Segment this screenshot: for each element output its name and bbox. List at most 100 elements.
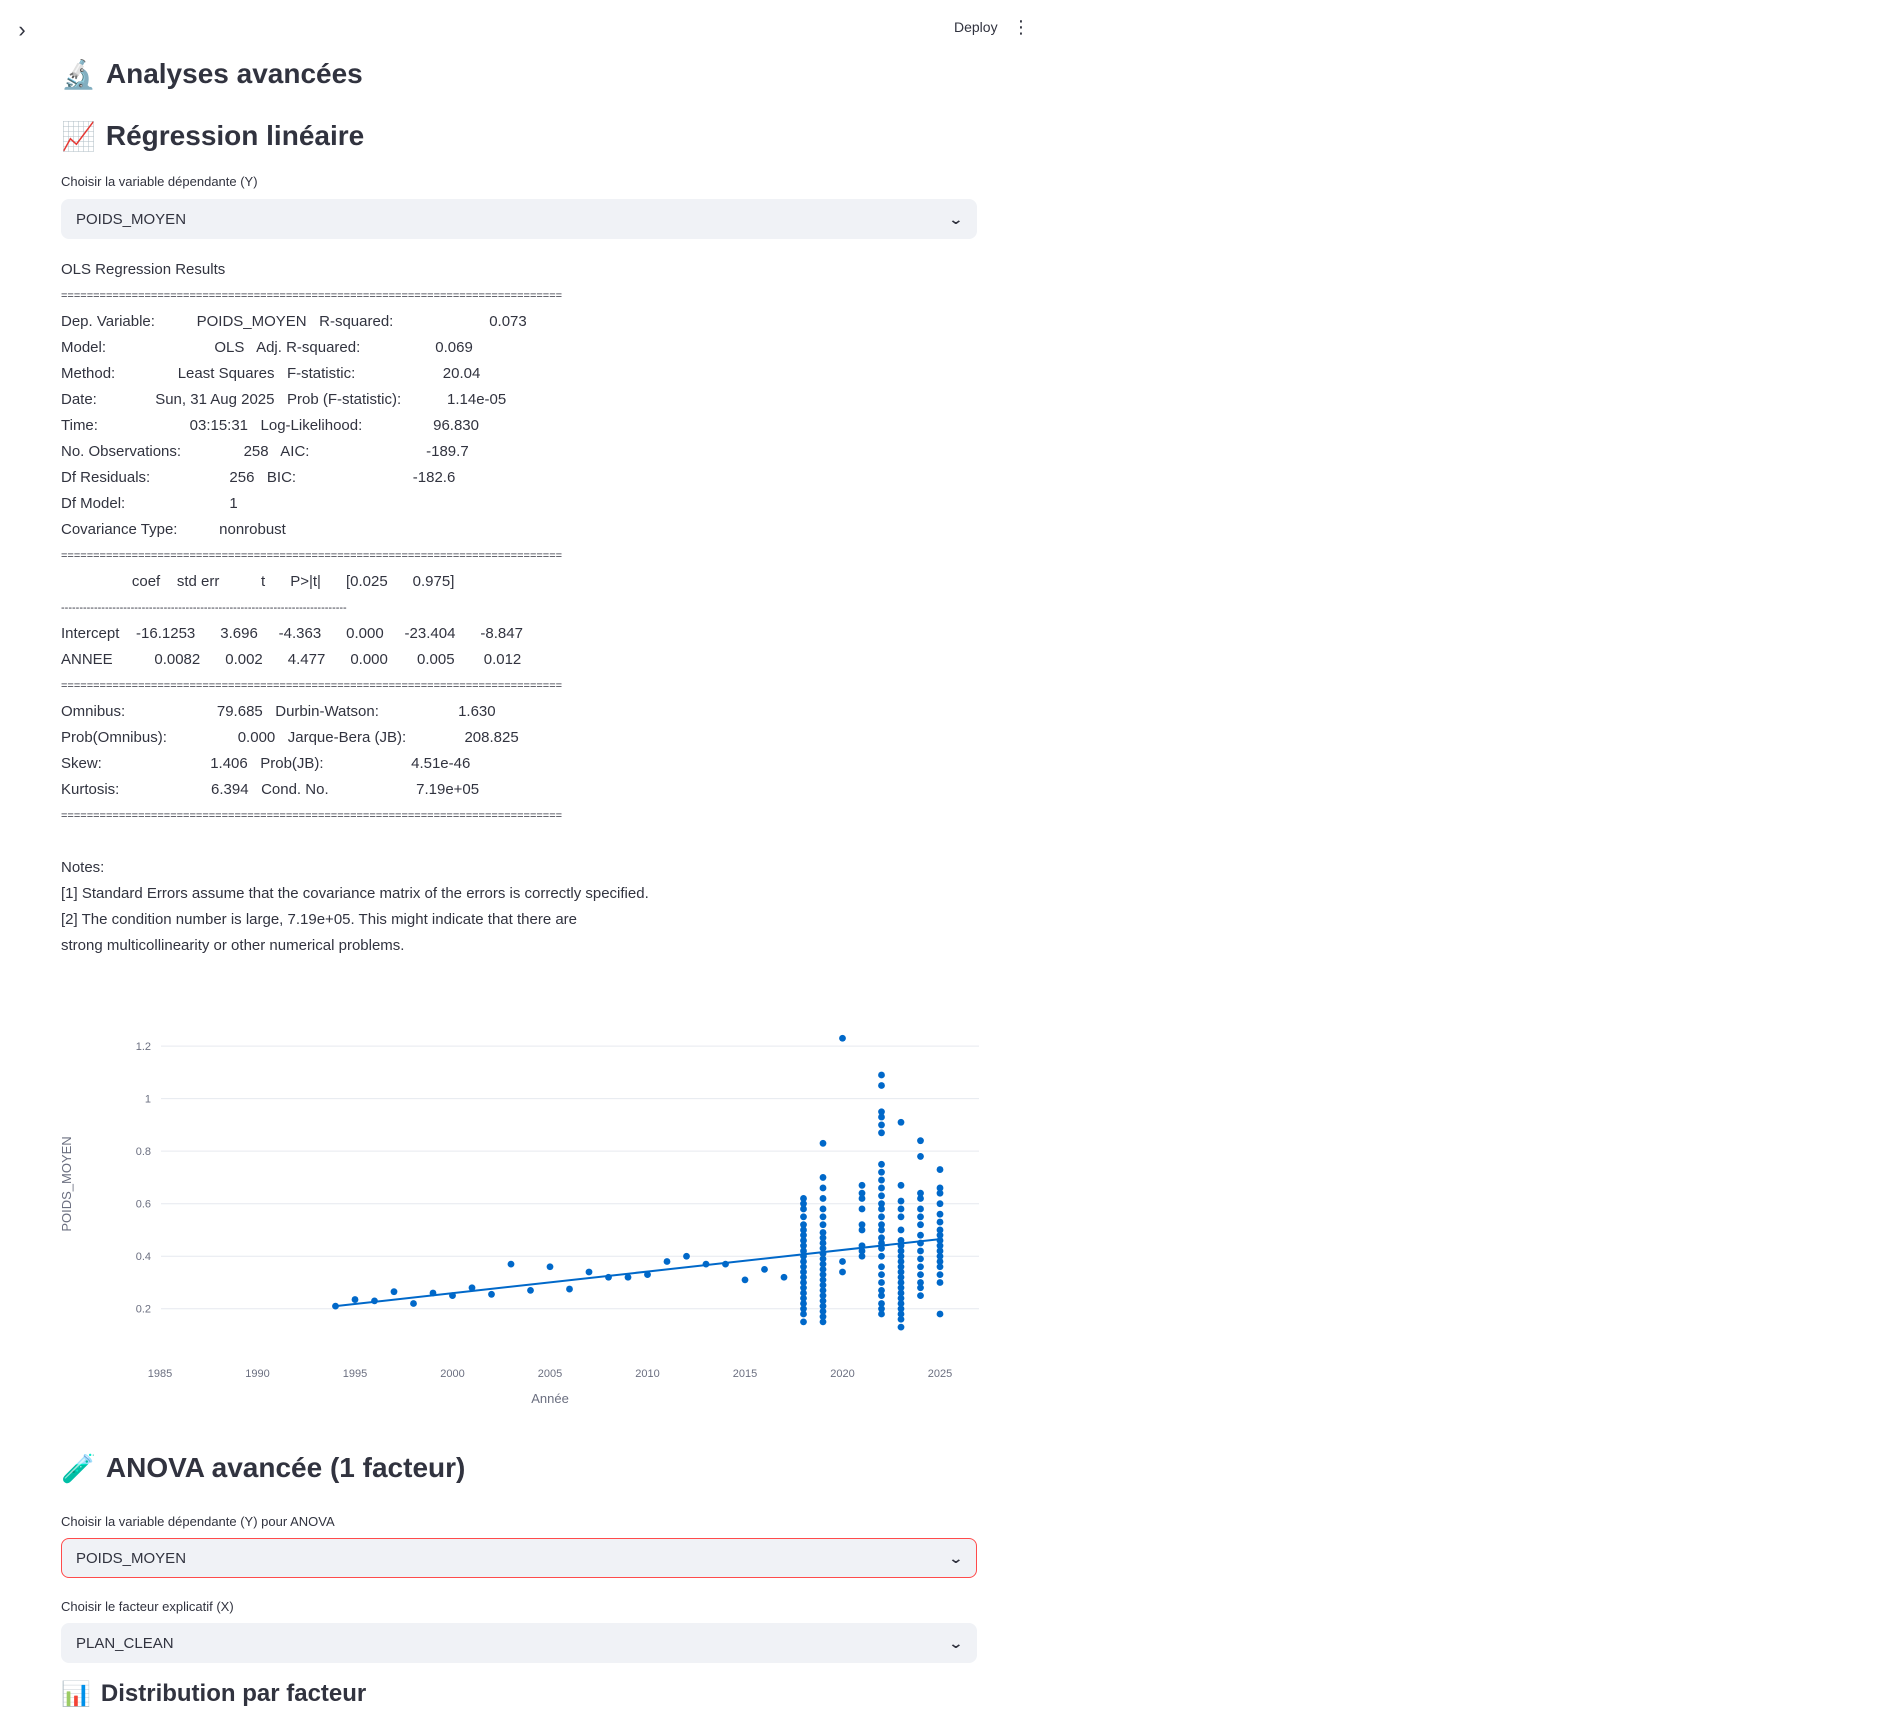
ols-line: Notes: [61, 859, 105, 876]
regression-heading: 📈 Régression linéaire [61, 116, 364, 156]
top-bar: › Deploy ⋮ [0, 0, 1892, 60]
ols-line: Model: OLS Adj. R-squared: 0.069 [61, 339, 473, 356]
data-point [819, 1244, 827, 1252]
chevron-down-icon: ⌄ [948, 210, 964, 227]
data-point [819, 1281, 827, 1289]
data-point [936, 1279, 944, 1286]
ols-line: ----------------------------------------… [61, 602, 347, 614]
data-point [878, 1305, 885, 1313]
data-point [897, 1323, 905, 1331]
data-point [390, 1288, 398, 1296]
x-tick-label: 1990 [245, 1368, 269, 1380]
regression-heading-text: Régression linéaire [105, 120, 365, 151]
data-point [878, 1213, 885, 1221]
data-point [936, 1258, 944, 1265]
x-tick-label: 2025 [928, 1368, 952, 1380]
data-point [819, 1260, 827, 1268]
data-point [936, 1263, 944, 1271]
ols-summary: OLS Regression Results ==================… [61, 257, 961, 959]
data-point [819, 1174, 827, 1181]
anova-x-select[interactable]: PLAN_CLEAN ⌄ [61, 1623, 977, 1663]
ols-line: Intercept -16.1253 3.696 -4.363 0.000 -2… [61, 625, 523, 642]
ols-line: ========================================… [61, 290, 563, 302]
regression-chart[interactable]: 0.2 0.4 0.6 0.8 1 1.2 1985 1990 1995 2000 2005 2010… [59, 1025, 981, 1415]
data-point [878, 1234, 885, 1242]
expand-sidebar-icon[interactable]: › [18, 17, 26, 42]
data-point [897, 1268, 905, 1276]
data-point [917, 1231, 924, 1239]
data-point [936, 1242, 944, 1250]
data-point [936, 1310, 944, 1318]
data-point [936, 1252, 944, 1260]
data-point [800, 1242, 807, 1250]
data-point [897, 1294, 905, 1302]
data-point [878, 1071, 885, 1079]
data-point [819, 1313, 827, 1321]
data-point [819, 1292, 827, 1300]
data-point [878, 1252, 885, 1260]
data-point [858, 1221, 866, 1229]
data-point [819, 1302, 827, 1310]
data-point [410, 1300, 417, 1307]
anova-y-select-value: POIDS_MOYEN [76, 1549, 187, 1567]
y-tick-label: 0.4 [136, 1251, 151, 1263]
data-point [897, 1205, 905, 1213]
ols-line: coef std err t P>|t| [0.025 0.975] [61, 573, 455, 590]
ols-line: Kurtosis: 6.394 Cond. No. 7.19e+05 [61, 781, 480, 798]
data-point [800, 1231, 807, 1239]
regression-y-select[interactable]: POIDS_MOYEN ⌄ [61, 199, 977, 239]
data-point [878, 1300, 885, 1307]
data-point [858, 1252, 866, 1260]
data-point [917, 1195, 924, 1202]
x-axis-label: Année [531, 1391, 569, 1406]
data-point [878, 1192, 885, 1200]
data-point [819, 1286, 827, 1294]
data-point [585, 1268, 593, 1276]
data-point [819, 1184, 827, 1192]
data-point [917, 1284, 924, 1292]
data-point [468, 1284, 476, 1292]
data-point [917, 1247, 924, 1255]
y-tick-label: 0.8 [136, 1146, 151, 1158]
data-point [878, 1184, 885, 1192]
data-point [800, 1200, 807, 1208]
y-tick-label: 1 [145, 1094, 151, 1106]
more-menu-icon[interactable]: ⋮ [1012, 17, 1030, 37]
data-point [936, 1231, 944, 1239]
data-point [819, 1297, 827, 1305]
ols-line: ANNEE 0.0082 0.002 4.477 0.000 0.005 0.0… [61, 651, 522, 668]
data-point [878, 1221, 885, 1229]
deploy-button[interactable]: Deploy [954, 19, 998, 35]
x-tick-label: 1985 [148, 1368, 172, 1380]
page-title: 🔬 Analyses avancées [61, 54, 363, 94]
data-point [936, 1247, 944, 1255]
chevron-down-icon: ⌄ [948, 1549, 964, 1566]
data-point [878, 1292, 885, 1300]
test-tube-icon: 🧪 [61, 1451, 96, 1485]
data-point [488, 1290, 495, 1298]
data-point [878, 1226, 885, 1234]
chart-increasing-icon: 📈 [61, 119, 96, 153]
data-point [897, 1118, 905, 1126]
anova-y-select[interactable]: POIDS_MOYEN ⌄ [61, 1538, 977, 1578]
data-point [878, 1168, 885, 1176]
y-tick-label: 1.2 [136, 1041, 151, 1053]
data-point [858, 1195, 866, 1202]
data-point [800, 1263, 807, 1271]
data-point [917, 1271, 924, 1278]
data-point [839, 1268, 846, 1276]
anova-y-label: Choisir la variable dépendante (Y) pour … [61, 1514, 335, 1529]
data-point [800, 1237, 807, 1244]
data-point [917, 1292, 924, 1300]
data-point [878, 1263, 885, 1271]
anova-x-label: Choisir le facteur explicatif (X) [61, 1599, 234, 1614]
y-tick-label: 0.2 [136, 1304, 151, 1316]
data-point [800, 1310, 807, 1318]
data-point [527, 1286, 534, 1294]
data-point [800, 1273, 807, 1281]
data-point [897, 1279, 905, 1286]
data-point [917, 1263, 924, 1271]
data-point [800, 1247, 807, 1255]
data-point [839, 1258, 846, 1265]
ols-line: Covariance Type: nonrobust [61, 521, 286, 538]
